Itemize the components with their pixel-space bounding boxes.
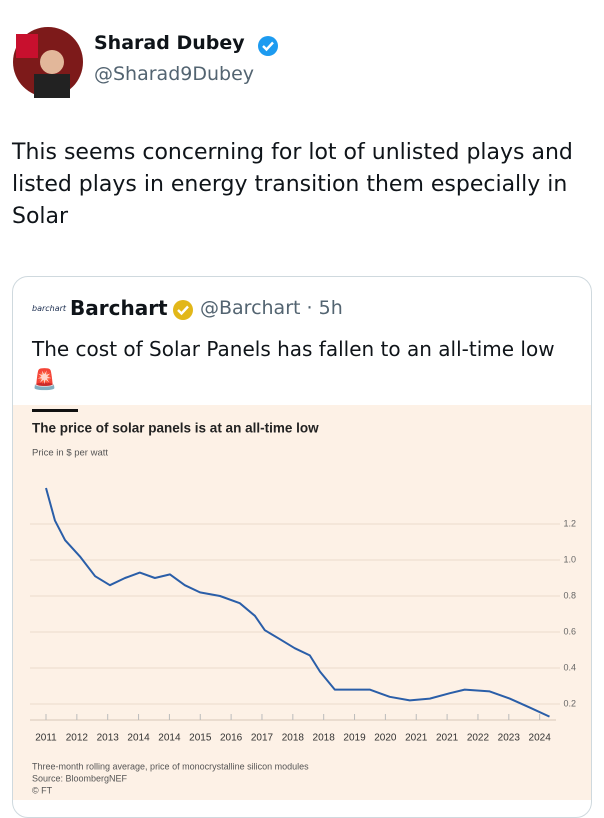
verified-badge [173,300,193,320]
x-tick-label: 2015 [189,733,212,744]
x-tick-label: 2017 [251,733,274,744]
x-tick-label: 2022 [467,733,490,744]
page: Sharad Dubey @Sharad9Dubey This seems co… [12,26,592,818]
y-tick-label: 0.2 [563,698,576,708]
x-tick-label: 2012 [66,733,89,744]
author-name[interactable]: Sharad Dubey [94,32,245,54]
quote-name[interactable]: Barchart [70,296,168,320]
quote-handle: @Barchart [200,297,301,319]
y-tick-label: 0.6 [563,626,576,636]
author-handle[interactable]: @Sharad9Dubey [94,63,255,85]
x-tick-label: 2013 [97,733,120,744]
avatar[interactable] [12,26,84,98]
y-tick-label: 0.4 [563,662,576,672]
quote-text: The cost of Solar Panels has fallen to a… [32,334,562,394]
emoji: 🚨 [32,367,57,391]
y-tick-label: 1.0 [563,554,576,564]
chart-background [13,405,591,800]
ft-bar [32,409,78,412]
x-tick-label: 2021 [436,733,459,744]
x-tick-label: 2018 [282,733,305,744]
x-tick-label: 2011 [35,733,57,744]
credit: © FT [32,785,53,795]
x-tick-label: 2023 [498,733,521,744]
price-line [45,487,550,718]
chart-title: The price of solar panels is at an all-t… [32,421,319,436]
x-tick-label: 2014 [158,733,181,744]
x-tick-label: 2021 [405,733,428,744]
separator: · [306,297,313,319]
source: Source: BloombergNEF [32,773,128,783]
chart: The price of solar panels is at an all-t… [13,405,591,800]
quote-time: 5h [318,297,343,319]
footnote: Three-month rolling average, price of mo… [32,761,309,771]
x-tick-label: 2020 [374,733,397,744]
x-tick-label: 2016 [220,733,243,744]
verified-badge [258,36,278,56]
quote-text-body: The cost of Solar Panels has fallen to a… [32,337,555,361]
x-tick-label: 2019 [343,733,366,744]
y-tick-label: 0.8 [563,590,576,600]
tweet-text: This seems concerning for lot of unliste… [12,140,573,229]
y-tick-label: 1.2 [563,518,576,528]
quote-logo: barchart [32,304,67,313]
quote-meta: @Barchart · 5h [200,297,343,319]
x-tick-label: 2024 [529,733,552,744]
x-tick-label: 2018 [313,733,336,744]
chart-subtitle: Price in $ per watt [32,448,108,459]
x-tick-label: 2014 [127,733,150,744]
